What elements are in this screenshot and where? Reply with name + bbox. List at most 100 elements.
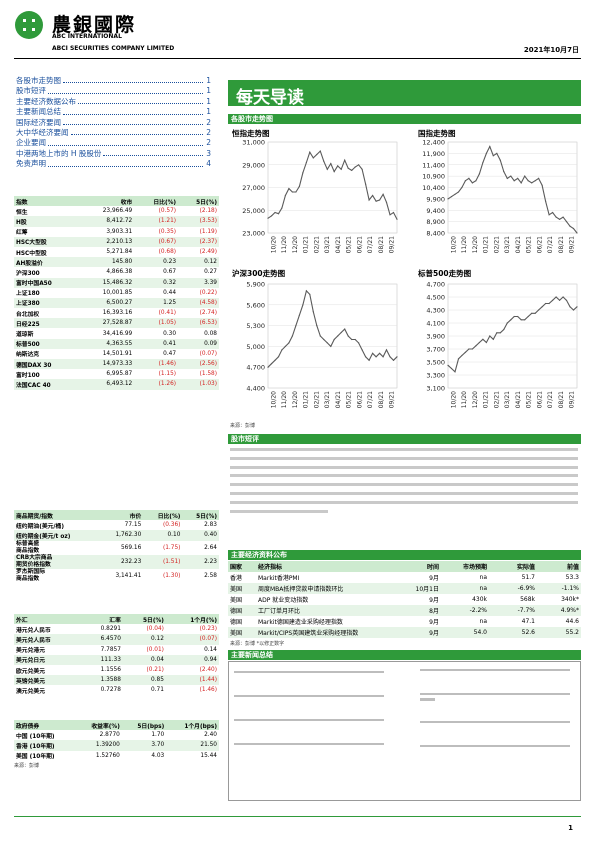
x-tick-label: 01/21 [483,236,490,253]
news-line [420,721,570,724]
bond-table: 政府债券 收益率(%) 5日(bps) 1个月(bps) 中国 (10年期) 2.8770… [14,720,219,761]
table-cell: 0.27 [204,269,217,276]
data-point [305,161,307,164]
table-cell: na [479,618,487,625]
y-tick-label: 10,400 [422,184,445,192]
table-header-row: 商品期货/指数 市价 日比(%) 5日(%) [14,510,219,521]
table-cell: (4.58) [178,297,219,309]
row-label: 恒生 [16,209,28,216]
economic-data-container: 国家 经济指标 时间 市场预期 实际值 前值 香港 Markit香港PMI 9月 na 51.7 53… [228,561,581,638]
table-row: 纽约期金(美元/t oz) 1,762.30 0.10 0.40 [14,530,219,541]
table-cell: 0.30 [163,330,177,337]
data-point [351,338,353,341]
table-cell: (0.21) [146,667,164,674]
data-point [305,290,307,292]
data-point [569,306,571,308]
footer-divider [14,816,581,817]
toc-item[interactable]: 大中华经济要闻 2 [16,128,211,138]
toc-item-page: 1 [206,107,211,117]
toc-item[interactable]: 国际经济要闻 2 [16,118,211,128]
data-point [361,349,363,351]
table-cell: 美国 [230,597,243,604]
table-row: 上证180 10,001.85 0.44 (0.22) [14,288,219,298]
toc-leader-dots [103,149,203,157]
table-cell: na [441,583,489,594]
column-header: 5日(%) [182,510,219,521]
data-point [506,322,508,324]
table-of-contents: 各股市走势图 1 股市短评 1 主要经济数据公布 1 主要新闻总结 1 国际经济要闻 2 大中华经济… [16,76,211,170]
data-point [576,232,578,234]
data-point [277,356,280,358]
table-row: H股 8,412.72 (1.21) (3.53) [14,216,219,227]
y-tick-label: 3,500 [426,359,445,367]
toc-item[interactable]: 各股市走势图 1 [16,76,211,86]
news-line [420,698,435,701]
data-point [319,335,321,337]
data-point [559,299,561,301]
row-label: 港元兑人民币 [16,627,51,634]
toc-item-page: 2 [206,127,211,137]
data-point [569,225,571,227]
y-tick-label: 12,400 [422,139,445,147]
y-tick-label: 4,100 [426,320,445,328]
table-cell: ADP 就业变动指数 [258,597,309,604]
toc-leader-dots [63,107,203,115]
x-tick-label: 08/21 [378,391,385,408]
table-cell: (2.37) [178,236,219,247]
table-row: 罗杰斯国际 商品指数 3,141.41 (1.30) 2.58 [14,569,219,583]
data-point [323,160,325,162]
x-tick-label: 02/21 [493,391,500,408]
table-row: AH股溢价 145.80 0.23 0.12 [14,257,219,268]
table-cell: 52.6 [489,627,537,638]
page-number: 1 [568,824,573,832]
csi300-chart: 4,400 4,700 5,000 5,300 5,600 5,900 10/20 11/20… [246,281,398,408]
table-row: 美元兑港元 7.7857 (0.01) 0.14 [14,645,219,655]
table-row: 日经225 27,528.87 (1.05) (6.53) [14,318,219,329]
row-label: 标普500 [14,338,80,349]
toc-item[interactable]: 免责声明 4 [16,159,211,169]
table-cell: (2.74) [199,310,217,317]
toc-item[interactable]: 主要新闻总结 1 [16,107,211,117]
table-cell: 53.3 [565,574,579,581]
table-cell: 香港 [230,575,243,582]
x-tick-label: 12/20 [472,236,479,253]
table-cell: 0.09 [178,338,219,349]
row-label: HSC大型股 [14,236,80,247]
table-cell: 6,500.27 [79,297,135,309]
y-tick-label: 4,400 [246,385,265,393]
toc-item[interactable]: 中港两地上市的 H 股股份 3 [16,149,211,159]
data-point [309,151,311,153]
table-cell: 54.0 [441,627,489,638]
data-point [572,227,575,230]
data-point [510,175,512,177]
column-header: 商品期货/指数 [14,510,100,521]
table-cell: (1.15) [158,371,177,378]
row-label: 香港 (10年期) [14,740,76,751]
y-tick-label: 4,700 [246,364,265,372]
news-line [420,745,570,748]
table-cell: 568k [520,596,535,603]
table-cell: 34,416.99 [102,330,133,337]
data-point [471,348,473,350]
toc-item[interactable]: 主要经济数据公布 1 [16,97,211,107]
toc-item[interactable]: 股市短评 1 [16,86,211,96]
row-label: 德国DAX 30 [14,359,80,370]
y-tick-label: 4,700 [426,281,445,289]
table-cell: 2.58 [204,572,217,579]
toc-item-label: 主要新闻总结 [16,107,61,117]
news-section-header: 主要新闻总结 [228,650,581,660]
data-point [358,342,360,344]
table-cell: 5,271.84 [106,249,133,256]
toc-item[interactable]: 企业要闻 2 [16,138,211,148]
data-point [534,312,536,314]
data-point [340,331,342,334]
y-tick-label: 5,300 [246,322,265,330]
table-cell: 9月 [429,619,439,626]
table-header-row: 政府债券 收益率(%) 5日(bps) 1个月(bps) [14,720,219,731]
data-point [298,185,300,187]
data-point [450,196,453,198]
data-point [392,359,395,361]
toc-leader-dots [48,159,203,167]
data-point [572,309,575,311]
news-item [234,671,384,676]
